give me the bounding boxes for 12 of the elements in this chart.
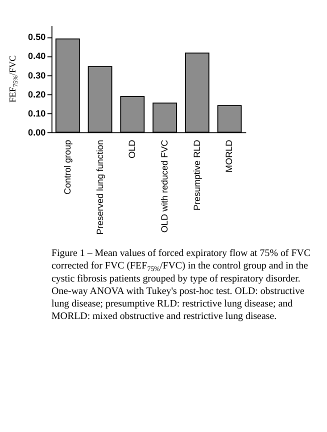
y-tick-label: 0.40 — [28, 51, 46, 62]
y-tick-label: 0.00 — [28, 127, 46, 138]
x-tick-label: Control group — [62, 140, 72, 195]
x-tick-label: OLD with reduced FVC — [159, 139, 170, 233]
y-tick-label: 0.50 — [28, 32, 46, 42]
x-tick-label: MORLD — [224, 139, 234, 172]
y-tick-label: 0.30 — [28, 70, 46, 80]
y-tick-label: 0.20 — [28, 89, 46, 100]
x-tick-label: Presumptive RLD — [192, 139, 202, 211]
x-tick-label: OLD — [127, 139, 138, 158]
x-tick-label: Preserved lung function — [94, 140, 105, 235]
y-tick-label: 0.10 — [28, 108, 46, 118]
